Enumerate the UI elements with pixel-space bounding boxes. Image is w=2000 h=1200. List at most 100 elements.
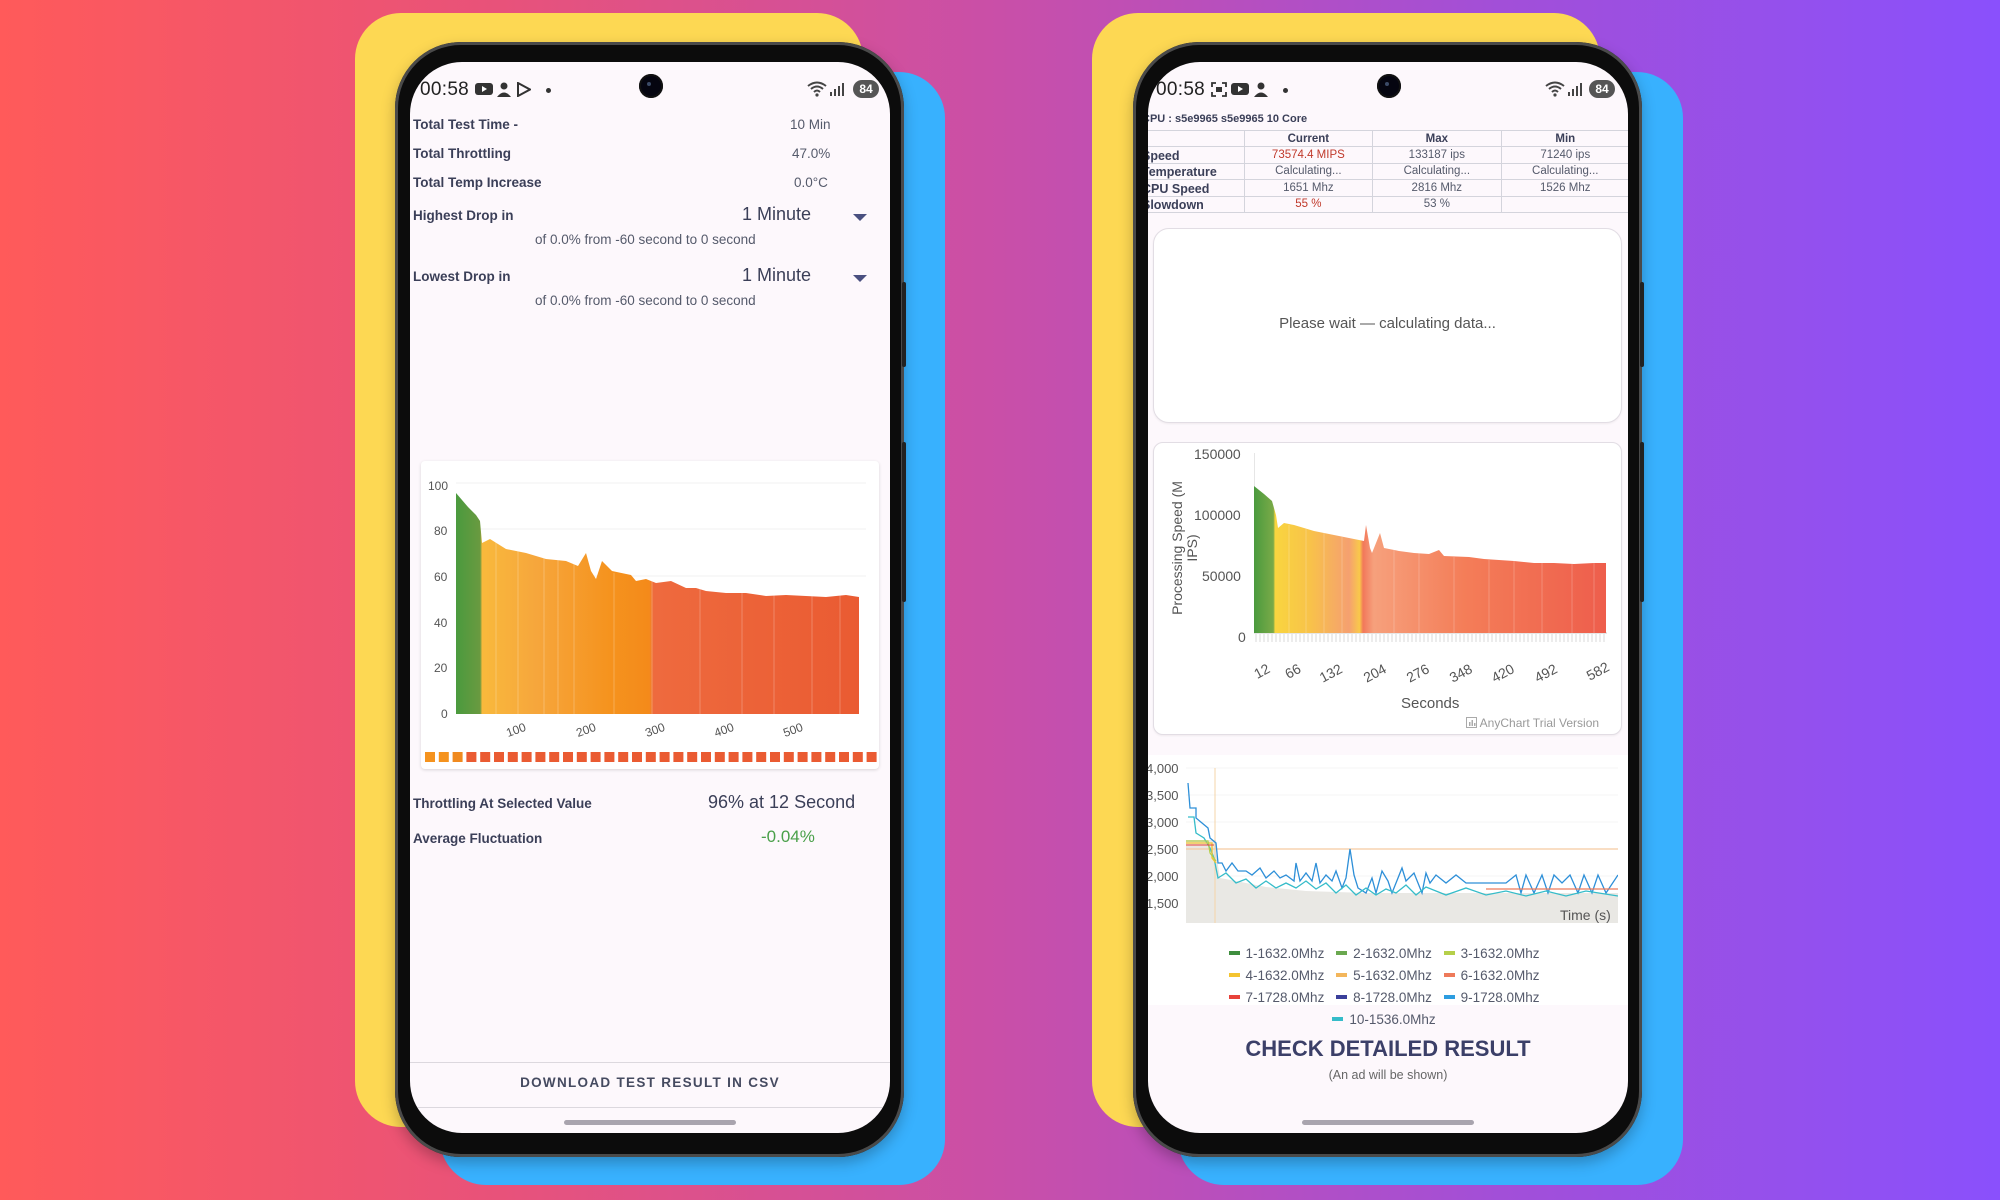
- legend-swatch: [1443, 995, 1455, 1000]
- row-label: Speed: [1148, 146, 1245, 164]
- y-tick-3500: 3,500: [1148, 788, 1179, 803]
- legend-swatch: [1336, 973, 1348, 978]
- y-tick-50000: 50000: [1202, 568, 1241, 584]
- legend-item[interactable]: 8-1728.0Mhz: [1336, 990, 1432, 1005]
- front-camera: [639, 74, 663, 98]
- legend-swatch: [1228, 973, 1240, 978]
- chart-legend: 7-1728.0Mhz 8-1728.0Mhz 9-1728.0Mhz: [1148, 990, 1628, 1005]
- legend-swatch: [1228, 951, 1240, 956]
- signal-icon: [830, 83, 844, 96]
- x-tick-200: 200: [574, 719, 598, 741]
- x-axis-title: Time (s): [1560, 907, 1611, 923]
- home-indicator[interactable]: [1302, 1120, 1474, 1125]
- play-store-icon: [517, 82, 531, 97]
- legend-item[interactable]: 6-1632.0Mhz: [1443, 968, 1540, 983]
- legend-label: 10-1536.0Mhz: [1349, 1012, 1436, 1027]
- legend-item[interactable]: 10-1536.0Mhz: [1332, 1012, 1436, 1027]
- cell-current: 1651 Mhz: [1243, 179, 1374, 197]
- legend-label: 2-1632.0Mhz: [1353, 946, 1432, 961]
- loading-message: Please wait — calculating data...: [1279, 315, 1496, 332]
- table-row: Temperature Calculating... Calculating..…: [1148, 162, 1628, 180]
- total-test-time-label: Total Test Time -: [413, 117, 519, 132]
- x-tick: 204: [1360, 660, 1389, 686]
- x-tick-500: 500: [781, 719, 805, 741]
- cell-current: 73574.4 MIPS: [1243, 146, 1374, 164]
- throttling-selected-value: 96% at 12 Second: [708, 792, 856, 812]
- legend-item[interactable]: 7-1728.0Mhz: [1228, 990, 1325, 1005]
- chart-legend: 1-1632.0Mhz 2-1632.0Mhz 3-1632.0Mhz: [1148, 946, 1628, 961]
- legend-item[interactable]: 1-1632.0Mhz: [1228, 946, 1324, 961]
- legend-swatch: [1228, 995, 1240, 1000]
- frequency-line-plot: [1186, 767, 1618, 923]
- x-tick: 12: [1251, 660, 1273, 682]
- legend-swatch: [1336, 995, 1348, 1000]
- x-tick: 348: [1446, 660, 1475, 686]
- y-tick-0: 0: [441, 707, 448, 721]
- screenshot-icon: [1211, 82, 1227, 97]
- highest-drop-selected: 1 Minute: [742, 204, 812, 224]
- row-label: Slowdown: [1148, 195, 1245, 213]
- cell-min: 71240 ips: [1500, 146, 1628, 164]
- y-axis-title: Processing Speed (M IPS): [1169, 473, 1200, 623]
- speed-chart[interactable]: Processing Speed (M IPS) 150000 100000 5…: [1153, 442, 1622, 735]
- chart-legend: 4-1632.0Mhz 5-1632.0Mhz 6-1632.0Mhz: [1148, 968, 1628, 983]
- legend-label: 6-1632.0Mhz: [1460, 968, 1540, 983]
- home-indicator[interactable]: [564, 1120, 736, 1125]
- status-bar: 00:58 84: [410, 62, 890, 112]
- legend-item[interactable]: 3-1632.0Mhz: [1443, 946, 1540, 961]
- legend-item[interactable]: 5-1632.0Mhz: [1336, 968, 1432, 983]
- average-fluctuation-value: -0.04%: [761, 827, 815, 846]
- table-header: Current: [1243, 130, 1374, 147]
- y-tick-2500: 2,500: [1148, 842, 1179, 857]
- wifi-icon: [807, 81, 827, 97]
- frequency-chart[interactable]: 4,000 3,500 3,000 2,500 2,000 1,500 Time…: [1148, 755, 1628, 1005]
- cell-min: [1500, 195, 1628, 213]
- legend-item[interactable]: 2-1632.0Mhz: [1336, 946, 1432, 961]
- y-axis-title-line1: Processing Speed (M: [1169, 481, 1185, 615]
- chart-legend: 10-1536.0Mhz: [1148, 1012, 1628, 1027]
- y-tick-1500: 1,500: [1148, 896, 1179, 911]
- ad-notice: (An ad will be shown): [1328, 1068, 1448, 1082]
- highest-drop-label: Highest Drop in: [413, 208, 514, 223]
- check-detailed-result-button[interactable]: CHECK DETAILED RESULT: [1245, 1036, 1531, 1061]
- lowest-drop-dropdown[interactable]: 1 Minute: [730, 263, 880, 291]
- dot-icon: [546, 88, 551, 93]
- legend-item[interactable]: 9-1728.0Mhz: [1443, 990, 1539, 1005]
- power-button: [902, 282, 906, 367]
- highest-drop-detail: of 0.0% from -60 second to 0 second: [535, 232, 756, 247]
- person-icon: [497, 82, 511, 97]
- table-header-row: Current Max Min: [1148, 130, 1628, 147]
- x-tick-100: 100: [504, 719, 528, 741]
- x-tick: 66: [1282, 660, 1304, 682]
- throttling-chart[interactable]: 100 80 60 40 20 0: [421, 461, 879, 769]
- legend-item[interactable]: 4-1632.0Mhz: [1228, 968, 1324, 983]
- table-header: Min: [1500, 130, 1628, 147]
- screen-left: 00:58 84 Total Test Time - 10 Min Total …: [410, 62, 890, 1133]
- y-tick-150000: 150000: [1194, 446, 1241, 462]
- x-tick-300: 300: [643, 719, 667, 741]
- x-tick: 420: [1488, 660, 1517, 686]
- total-test-time-value: 10 Min: [790, 117, 831, 132]
- legend-label: 7-1728.0Mhz: [1245, 990, 1325, 1005]
- x-tick: 492: [1531, 660, 1560, 686]
- power-button: [1640, 282, 1644, 367]
- throttling-selected-label: Throttling At Selected Value: [413, 796, 592, 811]
- status-bar: 00:58 84: [1148, 62, 1628, 112]
- average-fluctuation-label: Average Fluctuation: [413, 831, 543, 846]
- throttling-area-plot: [456, 482, 866, 714]
- person-icon: [1254, 82, 1268, 97]
- x-tick: 582: [1583, 658, 1612, 684]
- highest-drop-dropdown[interactable]: 1 Minute: [730, 202, 880, 230]
- legend-label: 3-1632.0Mhz: [1460, 946, 1540, 961]
- youtube-icon: [475, 83, 493, 95]
- table-row: Slowdown 55 % 53 %: [1148, 195, 1628, 213]
- clock: 00:58: [1156, 79, 1206, 100]
- screen-right: 00:58 84 CPU : s5e9965 s5e9965 10 Core C…: [1148, 62, 1628, 1133]
- cell-max: 133187 ips: [1372, 146, 1502, 164]
- anychart-watermark[interactable]: AnyChart Trial Version: [1466, 716, 1599, 730]
- y-tick-0: 0: [1238, 629, 1246, 645]
- x-axis-title: Seconds: [1401, 695, 1460, 712]
- x-tick: 132: [1316, 660, 1345, 686]
- download-csv-button[interactable]: DOWNLOAD TEST RESULT IN CSV: [520, 1075, 780, 1090]
- volume-button: [902, 442, 906, 602]
